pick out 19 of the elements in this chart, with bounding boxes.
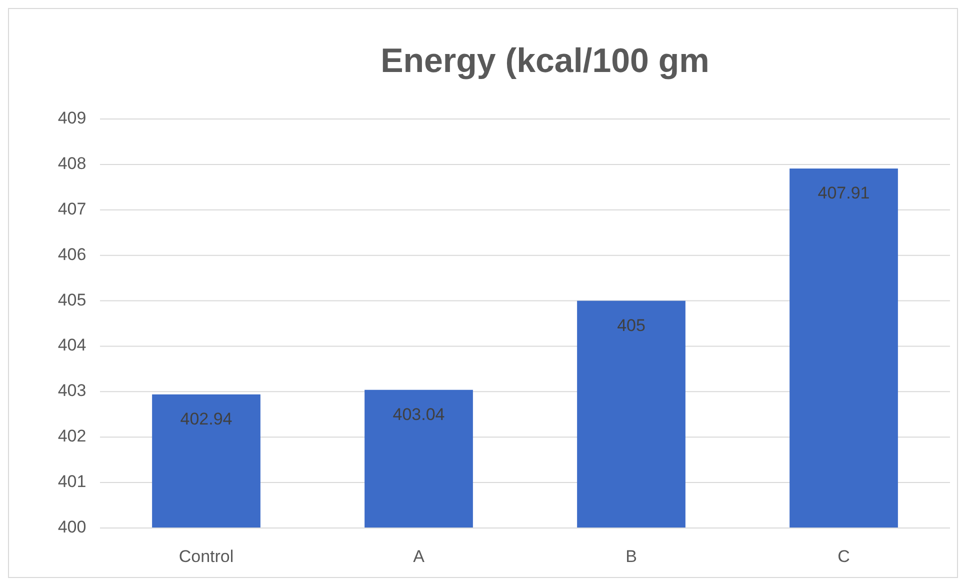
y-tick-label: 405 [58,290,86,310]
y-tick-label: 404 [58,336,86,355]
x-tick-label: Control [178,547,234,566]
y-tick-label: 400 [58,517,86,536]
y-tick-label: 402 [58,426,86,446]
y-tick-label: 408 [58,154,86,173]
x-tick-label: C [838,547,850,566]
data-label: 405 [617,316,646,335]
x-tick-label: B [626,547,637,566]
y-tick-label: 403 [58,381,86,400]
y-tick-label: 401 [58,472,86,492]
y-tick-label: 406 [58,244,86,264]
data-label: 402.94 [180,409,232,428]
x-tick-label: A [413,547,426,566]
y-tick-label: 407 [58,199,86,218]
data-label: 403.04 [392,404,445,424]
data-label: 407.91 [818,184,870,203]
chart-title: Energy (kcal/100 gm [380,42,710,80]
y-tick-label: 409 [58,108,86,128]
